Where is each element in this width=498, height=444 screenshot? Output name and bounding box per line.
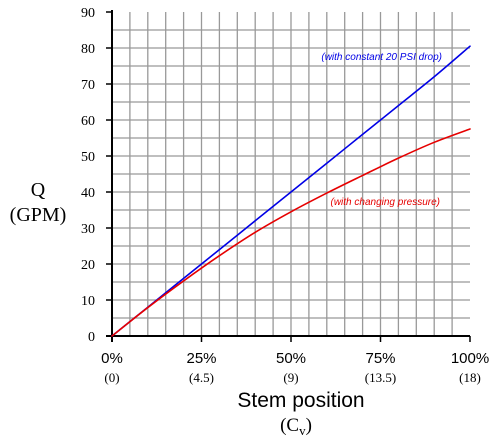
y-tick-label: 70 [81, 78, 95, 93]
y-tick-label: 30 [81, 222, 95, 237]
x-cv-tick-label: (0) [104, 370, 119, 385]
y-tick-label: 60 [81, 114, 95, 129]
x-axis-cv-subscript: v [299, 423, 306, 438]
series-line-changing-pressure [111, 128, 471, 337]
y-tick-label: 20 [81, 258, 95, 273]
x-tick-labels: 0% (0) 25% (4.5) 50% (9) 75% (13.5) 100% (18) [101, 336, 489, 385]
x-axis-cv-open: (C [280, 415, 299, 436]
plot-frame [106, 10, 470, 342]
x-tick-label: 0% [101, 350, 123, 367]
x-cv-tick-label: (18) [459, 370, 481, 385]
x-axis-cv-close: ) [306, 415, 312, 436]
x-tick-label: 75% [365, 350, 395, 367]
x-tick-label: 50% [276, 350, 306, 367]
y-tick-label: 40 [81, 186, 95, 201]
y-tick-label: 10 [81, 294, 95, 309]
y-axis-unit: (GPM) [10, 204, 67, 226]
series-label-constant: (with constant 20 PSI drop) [321, 52, 442, 63]
series-lines [111, 45, 471, 337]
x-tick-label: 100% [451, 350, 489, 367]
x-cv-tick-label: (9) [283, 370, 298, 385]
series-label-changing: (with changing pressure) [331, 197, 441, 208]
y-tick-label: 0 [88, 330, 95, 345]
y-tick-labels: 0 10 20 30 40 50 60 70 80 90 [81, 6, 112, 345]
x-tick-label: 25% [186, 350, 216, 367]
y-tick-label: 50 [81, 150, 95, 165]
x-axis-cv-label: (Cv) [280, 415, 312, 438]
x-cv-tick-label: (4.5) [189, 370, 214, 385]
grid [112, 12, 470, 336]
y-tick-label: 90 [81, 6, 95, 21]
y-axis-label: Q [31, 179, 46, 201]
x-axis-label: Stem position [237, 389, 364, 412]
series-line-constant-drop [111, 45, 471, 337]
x-cv-tick-label: (13.5) [365, 370, 396, 385]
y-tick-label: 80 [81, 42, 95, 57]
